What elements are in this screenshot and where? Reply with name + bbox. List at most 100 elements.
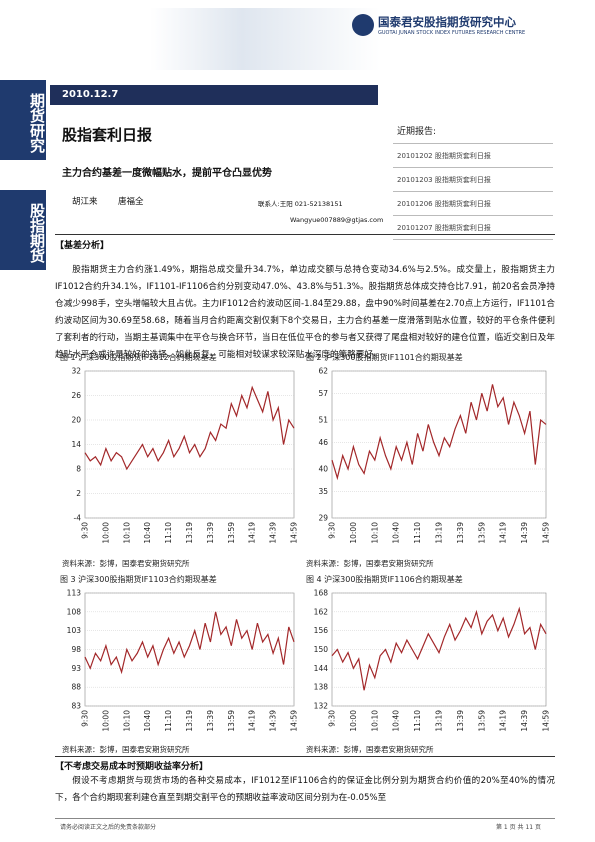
figure-caption: 图 2 沪深300股指期货IF1101合约期现基差 <box>306 353 463 362</box>
x-tick-label: 13:59 <box>227 522 236 544</box>
paragraph: 假设不考虑期货与现货市场的各种交易成本，IF1012至IF1106合约的保证金比… <box>55 776 555 803</box>
x-tick-label: 13:19 <box>435 522 444 544</box>
x-tick-label: 9:30 <box>81 710 90 727</box>
x-tick-label: 11:10 <box>413 522 422 544</box>
sidebar-label: 股指期货 <box>0 190 46 270</box>
x-tick-label: 14:19 <box>499 522 508 544</box>
y-tick-label: 51 <box>318 416 328 425</box>
x-tick-label: 14:39 <box>269 522 278 544</box>
header-image <box>150 8 380 70</box>
footer-line <box>55 818 555 819</box>
x-tick-label: 10:00 <box>349 522 358 544</box>
x-tick-label: 14:19 <box>499 710 508 732</box>
chart: 83 88 93 98 103 108 113 9:30 10:00 10:10 10:40 11:1… <box>67 589 299 732</box>
figure-source: 资料来源：彭博，国泰君安期货研究所 <box>62 559 190 568</box>
footer-note: 请务必阅读正文之后的免责条款部分 <box>60 824 157 831</box>
logo <box>352 14 374 36</box>
series-line <box>84 611 295 675</box>
y-tick-label: 40 <box>318 465 328 474</box>
x-tick-label: 14:39 <box>520 522 529 544</box>
x-tick-label: 14:39 <box>269 710 278 732</box>
y-tick-label: -4 <box>74 514 82 523</box>
report-item: 20101203 股指期货套利日报 <box>393 168 553 192</box>
x-tick-label: 13:59 <box>227 710 236 732</box>
x-tick-label: 10:10 <box>370 710 379 732</box>
x-tick-label: 14:59 <box>290 522 299 544</box>
subtitle: 主力合约基差一度微幅贴水，提前平仓凸显优势 <box>62 168 272 179</box>
figure-source: 资料来源：彭博，国泰君安期货研究所 <box>306 745 434 754</box>
divider <box>55 756 555 757</box>
x-tick-label: 14:19 <box>248 710 257 732</box>
y-tick-label: 162 <box>314 607 329 616</box>
x-tick-label: 13:39 <box>456 710 465 732</box>
org-en: GUOTAI JUNAN STOCK INDEX FUTURES RESEARC… <box>378 30 526 36</box>
y-tick-label: 83 <box>71 702 81 711</box>
x-tick-label: 10:10 <box>122 522 131 544</box>
section-heading: 【不考虑交易成本时预期收益率分析】 <box>55 762 209 772</box>
y-tick-label: 8 <box>76 465 81 474</box>
series-line <box>331 384 547 481</box>
section-heading: 【基差分析】 <box>55 241 110 251</box>
author: 唐福全 <box>118 197 144 207</box>
x-tick-label: 13:59 <box>477 522 486 544</box>
x-tick-label: 10:40 <box>143 710 152 732</box>
x-tick-label: 14:59 <box>290 710 299 732</box>
x-tick-label: 9:30 <box>81 522 90 539</box>
figure-caption: 图 1 沪深300股指期货IF1012合约期现基差 <box>60 353 217 362</box>
figure-caption: 图 3 沪深300股指期货IF1103合约期现基差 <box>60 575 217 584</box>
x-tick-label: 11:10 <box>164 522 173 544</box>
y-tick-label: 32 <box>71 367 81 376</box>
y-tick-label: 138 <box>314 683 329 692</box>
y-tick-label: 57 <box>318 389 328 398</box>
author: 胡江来 <box>72 197 98 207</box>
x-tick-label: 13:39 <box>206 710 215 732</box>
chart: 132 138 144 150 156 162 168 9:30 10:00 10:10 10:40… <box>314 589 551 732</box>
sidebar-label: 期货研究 <box>0 80 46 160</box>
y-tick-label: 103 <box>67 626 82 635</box>
x-tick-label: 10:40 <box>143 522 152 544</box>
x-tick-label: 14:39 <box>520 710 529 732</box>
doc-title: 股指套利日报 <box>62 126 153 144</box>
x-tick-label: 13:39 <box>456 522 465 544</box>
y-tick-label: 20 <box>71 416 81 425</box>
x-tick-label: 14:59 <box>542 522 551 544</box>
y-tick-label: 2 <box>76 489 81 498</box>
x-tick-label: 13:19 <box>435 710 444 732</box>
x-tick-label: 14:59 <box>542 710 551 732</box>
x-tick-label: 13:59 <box>477 710 486 732</box>
x-tick-label: 14:19 <box>248 522 257 544</box>
figure-caption: 图 4 沪深300股指期货IF1106合约期现基差 <box>306 575 463 584</box>
x-tick-label: 10:10 <box>370 522 379 544</box>
report-item: 20101207 股指期货套利日报 <box>393 216 553 240</box>
contact: 联系人:王阳 021-52138151 <box>258 200 343 208</box>
figure-source: 资料来源：彭博，国泰君安期货研究所 <box>62 745 190 754</box>
y-tick-label: 150 <box>314 645 329 654</box>
chart: -4 2 8 14 20 26 32 9:30 10:00 10:10 10:40 11:10 13:1… <box>71 367 299 544</box>
email: Wangyue007889@gtjas.com <box>290 216 384 224</box>
date-bar: 2010.12.7 <box>50 85 378 105</box>
x-tick-label: 10:00 <box>349 710 358 732</box>
y-tick-label: 29 <box>318 514 328 523</box>
y-tick-label: 35 <box>318 487 328 496</box>
paragraph: 股指期货主力合约涨1.49%，期指总成交量升34.7%，单边成交额与总持仓变动3… <box>55 265 555 360</box>
y-tick-label: 113 <box>67 589 82 598</box>
y-tick-label: 156 <box>314 626 329 635</box>
x-tick-label: 10:00 <box>101 710 110 732</box>
figure-source: 资料来源：彭博，国泰君安期货研究所 <box>306 559 434 568</box>
y-tick-label: 108 <box>67 607 82 616</box>
series-line <box>84 385 295 471</box>
y-tick-label: 168 <box>314 589 329 598</box>
x-tick-label: 10:10 <box>122 710 131 732</box>
series-line <box>331 606 547 691</box>
x-tick-label: 9:30 <box>328 710 337 727</box>
x-tick-label: 10:40 <box>392 522 401 544</box>
reports: 近期报告: 20101202 股指期货套利日报 20101203 股指期货套利日… <box>393 120 553 240</box>
y-tick-label: 98 <box>71 645 81 654</box>
x-tick-label: 10:00 <box>101 522 110 544</box>
x-tick-label: 9:30 <box>328 522 337 539</box>
divider <box>55 234 555 235</box>
y-tick-label: 26 <box>71 391 81 400</box>
x-tick-label: 13:39 <box>206 522 215 544</box>
y-tick-label: 46 <box>318 438 328 447</box>
